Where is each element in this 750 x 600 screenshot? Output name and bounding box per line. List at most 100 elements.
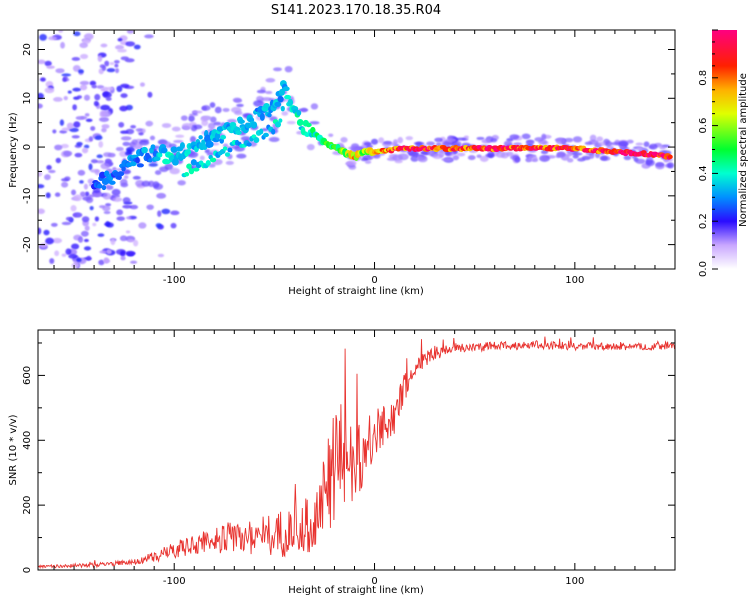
spectrogram-halo-blob <box>346 160 357 166</box>
spectrogram-xtick-label: 100 <box>565 275 584 286</box>
snr-series-line <box>38 336 675 570</box>
spectrogram-noise-blob <box>38 59 46 65</box>
snr-xtick-label: 0 <box>371 576 377 587</box>
spectrogram-noise-blob <box>38 227 42 235</box>
spectrogram-noise-blob <box>89 206 94 211</box>
spectrogram-halo-blob <box>105 185 114 190</box>
spectrogram-noise-blob <box>55 157 62 164</box>
spectrogram-halo-blob <box>596 136 604 142</box>
spectrogram-halo-blob <box>513 142 522 146</box>
spectrogram-noise-blob <box>106 222 114 228</box>
spectrogram-ytick-label: -10 <box>22 188 33 204</box>
spectrogram-halo-blob <box>397 136 404 144</box>
spectrogram-noise-blob <box>46 65 55 69</box>
spectrogram-ridge-blob <box>277 95 284 103</box>
spectrogram-noise-blob <box>114 45 125 50</box>
spectrogram-noise-blob <box>123 175 129 179</box>
spectrogram-halo-blob <box>281 111 289 116</box>
spectrogram-noise-blob <box>60 178 70 182</box>
spectrogram-ridge-blob <box>214 132 221 140</box>
spectrogram-noise-blob <box>65 216 72 221</box>
spectrogram-halo-blob <box>120 178 128 186</box>
spectrogram-noise-blob <box>43 229 50 236</box>
spectrogram-halo-blob <box>413 141 425 145</box>
spectrogram-halo-blob <box>528 155 538 162</box>
spectrogram-halo-blob <box>588 139 599 145</box>
spectrogram-noise-blob <box>39 243 48 248</box>
spectrogram-noise-blob <box>86 255 92 261</box>
spectrogram-halo-blob <box>120 136 132 141</box>
spectrogram-noise-blob <box>148 162 159 167</box>
spectrogram-halo-blob <box>145 120 154 127</box>
spectrogram-noise-blob <box>76 257 82 263</box>
spectrogram-ridge-blob <box>296 110 302 116</box>
spectrogram-noise-blob <box>99 250 107 254</box>
spectrogram-noise-blob <box>83 94 91 101</box>
spectrogram-noise-blob <box>120 256 126 261</box>
spectrogram-halo-blob <box>286 120 296 125</box>
spectrogram-halo-blob <box>391 142 398 147</box>
spectrogram-noise-blob <box>120 93 128 98</box>
spectrogram-halo-blob <box>487 151 495 159</box>
spectrogram-halo-blob <box>180 115 188 121</box>
snr-xtick-label: -100 <box>163 576 186 587</box>
spectrogram-ridge-blob <box>296 118 304 127</box>
spectrogram-halo-blob <box>206 152 214 156</box>
spectrogram-halo-blob <box>481 138 491 144</box>
spectrogram-noise-blob <box>45 237 54 245</box>
spectrogram-ridge-blob <box>141 146 148 154</box>
spectrogram-noise-blob <box>58 30 64 33</box>
spectrogram-halo-blob <box>256 89 267 94</box>
spectrogram-halo-blob <box>405 136 414 141</box>
spectrogram-halo-blob <box>534 137 544 142</box>
spectrogram-noise-blob <box>80 230 89 237</box>
spectrogram-halo-blob <box>131 139 138 145</box>
spectrogram-noise-blob <box>116 85 123 93</box>
spectrogram-ridge-blob <box>216 126 224 132</box>
spectrogram-noise-blob <box>125 230 131 234</box>
spectrogram-noise-blob <box>38 208 45 215</box>
spectrogram-halo-blob <box>328 133 334 138</box>
spectrogram-noise-blob <box>73 194 83 202</box>
spectrogram-branch-blob <box>278 118 283 123</box>
colorbar-tick-label: 0.8 <box>698 70 709 86</box>
spectrogram-noise-blob <box>73 31 81 37</box>
spectrogram-noise-blob <box>38 171 43 177</box>
spectrogram-noise-blob <box>113 59 120 64</box>
spectrogram-halo-blob <box>577 157 586 162</box>
spectrogram-halo-blob <box>111 194 121 198</box>
spectrogram-halo-blob <box>340 137 348 143</box>
spectrogram-halo-blob <box>370 138 379 145</box>
spectrogram-branch-blob <box>271 128 276 135</box>
spectrogram-noise-blob <box>44 87 55 94</box>
spectrogram-noise-blob <box>101 65 107 71</box>
spectrogram-halo-blob <box>635 142 644 146</box>
spectrogram-halo-blob <box>189 135 197 143</box>
spectrogram-noise-blob <box>161 208 171 215</box>
snr-ytick-label: 0 <box>22 567 33 573</box>
spectrogram-ridge-blob <box>135 157 140 164</box>
spectrogram-noise-blob <box>78 69 84 74</box>
spectrogram-noise-blob <box>125 146 135 153</box>
spectrogram-halo-blob <box>240 136 251 141</box>
spectrogram-ridge-blob <box>284 94 292 100</box>
spectrogram-halo-blob <box>268 136 280 143</box>
colorbar-tick-label: 0.2 <box>698 213 709 229</box>
spectrogram-halo-blob <box>191 110 203 114</box>
spectrogram-noise-blob <box>79 42 88 49</box>
spectrogram-noise-blob <box>88 163 93 171</box>
snr-ytick-label: 400 <box>22 431 33 450</box>
spectrogram-ridge-blob <box>170 146 178 153</box>
spectrogram-noise-blob <box>111 188 121 196</box>
spectrogram-xtick-label: 0 <box>371 275 377 286</box>
spectrogram-halo-blob <box>541 155 548 161</box>
spectrogram-noise-blob <box>66 122 74 130</box>
spectrogram-ridge-blob <box>250 121 258 129</box>
spectrogram-ridge-blob <box>278 88 285 96</box>
spectrogram-noise-blob <box>79 80 90 86</box>
spectrogram-noise-blob <box>71 189 77 196</box>
spectrogram-ridge-blob <box>179 142 185 149</box>
spectrogram-noise-blob <box>156 192 167 199</box>
spectrogram-halo-blob <box>222 107 230 112</box>
snr-ticks: -100 0 100 0 200 400 600 <box>22 330 676 587</box>
